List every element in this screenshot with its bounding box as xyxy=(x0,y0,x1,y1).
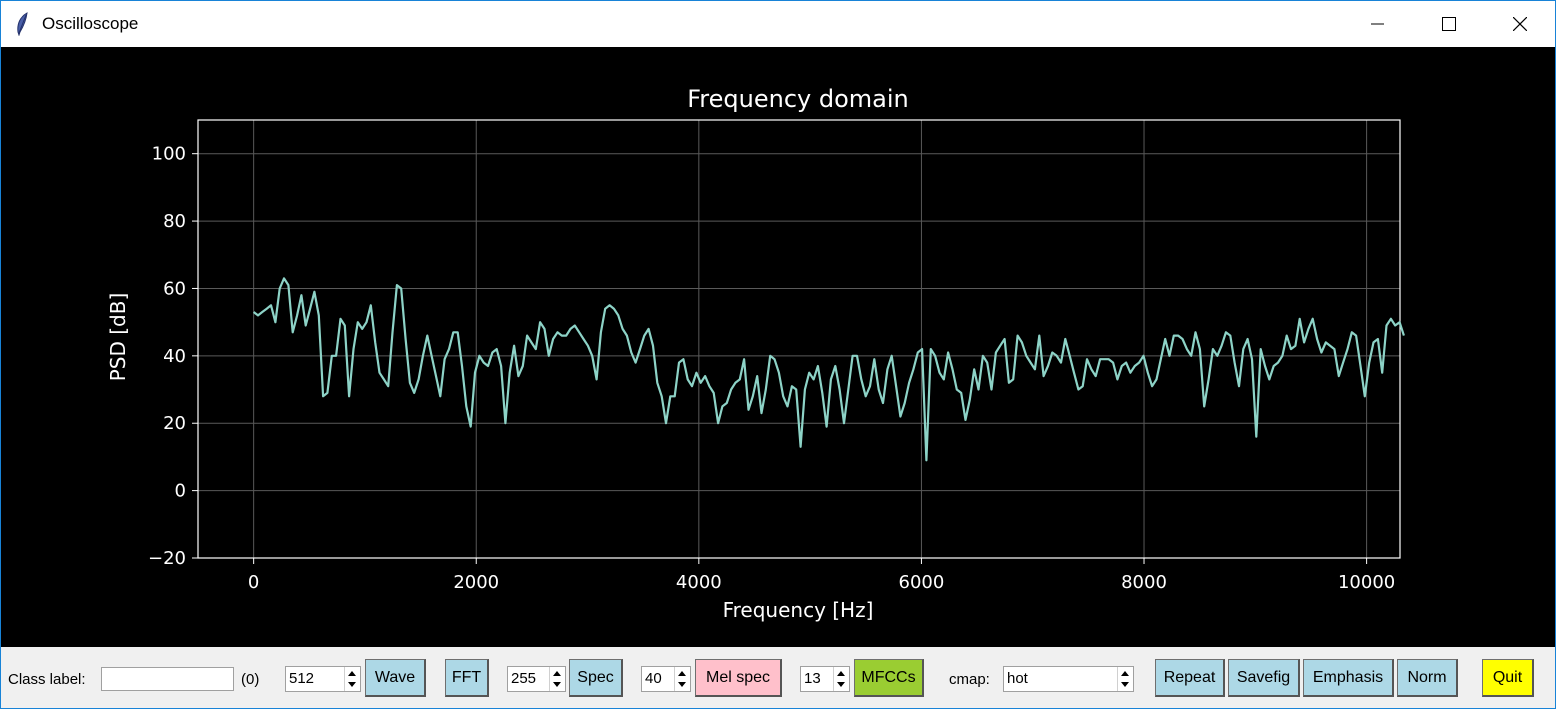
class-label-input[interactable] xyxy=(101,667,234,691)
mel-spec-button[interactable]: Mel spec xyxy=(695,659,782,697)
y-tick-label: 100 xyxy=(152,144,186,165)
mfcc-size-spinbox[interactable]: 13 xyxy=(800,666,850,692)
title-bar[interactable]: Oscilloscope xyxy=(1,1,1555,47)
frequency-domain-chart: Frequency domain Frequency [Hz] PSD [dB]… xyxy=(106,85,1405,622)
maximize-icon xyxy=(1442,17,1456,31)
close-icon xyxy=(1513,17,1527,31)
cmap-value: hot xyxy=(1007,670,1028,687)
class-label-text: Class label: xyxy=(8,671,86,688)
cmap-label: cmap: xyxy=(949,671,990,688)
minimize-icon xyxy=(1371,23,1384,25)
wave-size-spinbox[interactable]: 512 xyxy=(285,666,361,692)
plot-canvas: Frequency domain Frequency [Hz] PSD [dB]… xyxy=(1,47,1555,647)
spec-size-spinbox[interactable]: 255 xyxy=(507,666,566,692)
spin-arrows-icon[interactable] xyxy=(1117,667,1133,691)
norm-button[interactable]: Norm xyxy=(1397,659,1458,697)
quit-button[interactable]: Quit xyxy=(1482,659,1534,697)
mel-size-spinbox[interactable]: 40 xyxy=(641,666,691,692)
maximize-button[interactable] xyxy=(1414,1,1484,47)
spec-size-value: 255 xyxy=(511,670,537,687)
cmap-spinbox[interactable]: hot xyxy=(1003,666,1134,692)
x-tick-label: 6000 xyxy=(899,572,945,593)
wave-size-value: 512 xyxy=(289,670,315,687)
window-title: Oscilloscope xyxy=(42,14,139,33)
x-tick-label: 2000 xyxy=(453,572,499,593)
y-tick-label: 80 xyxy=(163,211,186,232)
y-tick-label: 60 xyxy=(163,278,186,299)
spin-arrows-icon[interactable] xyxy=(674,667,690,691)
x-tick-label: 8000 xyxy=(1121,572,1167,593)
chart-title: Frequency domain xyxy=(687,85,909,113)
mfccs-button[interactable]: MFCCs xyxy=(854,659,924,697)
spin-arrows-icon[interactable] xyxy=(833,667,849,691)
repeat-button[interactable]: Repeat xyxy=(1155,659,1225,697)
psd-series-line xyxy=(252,277,1405,462)
x-tick-label: 4000 xyxy=(676,572,722,593)
spec-button[interactable]: Spec xyxy=(569,659,623,697)
feather-icon xyxy=(17,12,28,36)
plot-frame xyxy=(197,119,1401,559)
mel-size-value: 40 xyxy=(645,670,662,687)
x-tick-label: 10000 xyxy=(1338,572,1395,593)
class-count-text: (0) xyxy=(241,671,260,688)
y-tick-label: 20 xyxy=(163,413,186,434)
minimize-button[interactable] xyxy=(1343,1,1413,47)
fft-button[interactable]: FFT xyxy=(445,659,489,697)
x-tick-label: 0 xyxy=(248,572,259,593)
spin-arrows-icon[interactable] xyxy=(344,667,360,691)
x-axis-label: Frequency [Hz] xyxy=(723,598,874,622)
spin-arrows-icon[interactable] xyxy=(549,667,565,691)
y-tick-label: 40 xyxy=(163,346,186,367)
close-button[interactable] xyxy=(1485,1,1555,47)
savefig-button[interactable]: Savefig xyxy=(1228,659,1300,697)
emphasis-button[interactable]: Emphasis xyxy=(1303,659,1394,697)
y-tick-label: 0 xyxy=(175,481,186,502)
wave-button[interactable]: Wave xyxy=(365,659,426,697)
y-tick-label: −20 xyxy=(148,548,186,569)
mfcc-size-value: 13 xyxy=(804,670,821,687)
y-axis-label: PSD [dB] xyxy=(106,293,130,382)
